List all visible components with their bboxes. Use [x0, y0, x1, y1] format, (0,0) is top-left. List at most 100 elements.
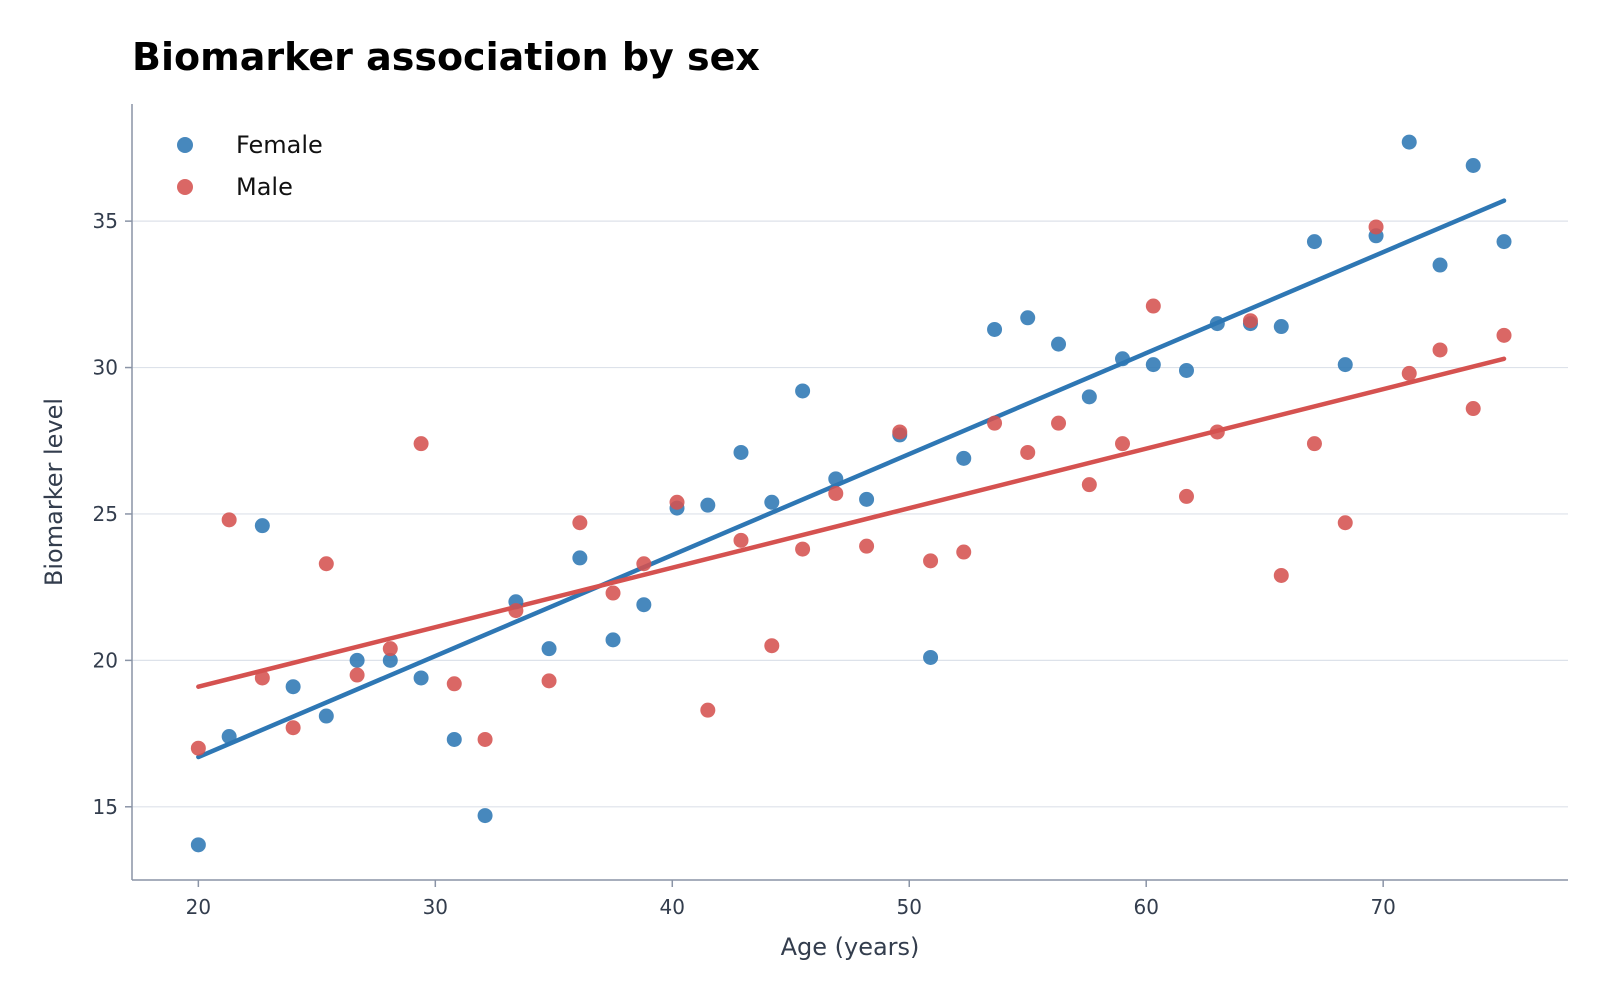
female-point: [1178, 362, 1194, 378]
male-point: [733, 532, 749, 548]
male-point: [764, 638, 780, 654]
male-point: [318, 556, 334, 572]
male-point: [1432, 342, 1448, 358]
male-point: [1209, 424, 1225, 440]
female-point: [572, 550, 588, 566]
female-point: [382, 652, 398, 668]
female-point: [1432, 257, 1448, 273]
legend-marker-male: [177, 179, 193, 195]
female-point: [318, 708, 334, 724]
male-point: [285, 720, 301, 736]
female-point: [1209, 316, 1225, 332]
legend-label-male: Male: [236, 173, 293, 201]
male-point: [987, 415, 1003, 431]
x-axis-ticks: 20 30 40 50 60 70: [186, 880, 1396, 919]
legend-label-female: Female: [236, 131, 323, 159]
female-point: [1496, 234, 1512, 250]
male-point: [382, 641, 398, 657]
chart-title: Biomarker association by sex: [132, 35, 760, 79]
y-tick-label: 20: [93, 648, 118, 672]
male-point: [795, 541, 811, 557]
male-point: [1337, 515, 1353, 531]
y-tick-label: 15: [93, 795, 118, 819]
female-point: [1115, 351, 1131, 367]
male-point: [700, 702, 716, 718]
x-tick-label: 60: [1133, 895, 1158, 919]
male-point: [508, 603, 524, 619]
male-point: [859, 538, 875, 554]
female-point: [1051, 336, 1067, 352]
female-point: [1081, 389, 1097, 405]
female-point: [956, 450, 972, 466]
female-point: [987, 321, 1003, 337]
legend-marker-female: [177, 137, 193, 153]
female-point: [1337, 357, 1353, 373]
male-point: [669, 494, 685, 510]
x-tick-label: 50: [897, 895, 922, 919]
female-point: [700, 497, 716, 513]
female-point: [477, 808, 493, 824]
female-point: [285, 679, 301, 695]
male-point: [413, 436, 429, 452]
x-tick-label: 70: [1370, 895, 1395, 919]
y-axis-label: Biomarker level: [40, 398, 68, 586]
male-point: [605, 585, 621, 601]
male-point: [892, 424, 908, 440]
female-point: [1465, 157, 1481, 173]
male-point: [1465, 401, 1481, 417]
male-point: [1306, 436, 1322, 452]
male-point: [254, 670, 270, 686]
female-point: [349, 652, 365, 668]
male-point: [572, 515, 588, 531]
female-point: [923, 649, 939, 665]
female-point: [413, 670, 429, 686]
female-point: [1273, 319, 1289, 335]
male-point: [956, 544, 972, 560]
y-tick-label: 30: [93, 356, 118, 380]
y-tick-label: 25: [93, 502, 118, 526]
male-point: [1051, 415, 1067, 431]
male-point: [923, 553, 939, 569]
x-tick-label: 30: [423, 895, 448, 919]
male-point: [1368, 219, 1384, 235]
male-point: [1401, 365, 1417, 381]
female-point: [859, 491, 875, 507]
male-point: [477, 731, 493, 747]
female-point: [1401, 134, 1417, 150]
male-point: [1145, 298, 1161, 314]
x-axis-label: Age (years): [781, 933, 920, 961]
female-point: [733, 444, 749, 460]
male-point: [1115, 436, 1131, 452]
male-point: [446, 676, 462, 692]
female-trend-line: [196, 198, 1507, 760]
x-tick-label: 20: [186, 895, 211, 919]
x-tick-label: 40: [660, 895, 685, 919]
male-point: [1273, 567, 1289, 583]
male-point: [1081, 477, 1097, 493]
male-point: [1178, 488, 1194, 504]
male-point: [349, 667, 365, 683]
male-trend-line: [196, 356, 1507, 689]
male-point: [1020, 444, 1036, 460]
male-point: [1496, 327, 1512, 343]
female-point: [1306, 234, 1322, 250]
female-point: [1020, 310, 1036, 326]
male-point: [1242, 313, 1258, 329]
female-point: [541, 641, 557, 657]
female-point: [446, 731, 462, 747]
female-point: [828, 471, 844, 487]
data-points: [190, 134, 1512, 853]
female-point: [1145, 357, 1161, 373]
female-point: [190, 837, 206, 853]
male-point: [636, 556, 652, 572]
male-point: [221, 512, 237, 528]
female-point: [221, 729, 237, 745]
y-tick-label: 35: [93, 209, 118, 233]
female-point: [254, 518, 270, 534]
trend-lines: [196, 198, 1507, 760]
male-point: [541, 673, 557, 689]
legend: Female Male: [177, 131, 323, 201]
female-point: [605, 632, 621, 648]
gridlines: [132, 220, 1568, 808]
